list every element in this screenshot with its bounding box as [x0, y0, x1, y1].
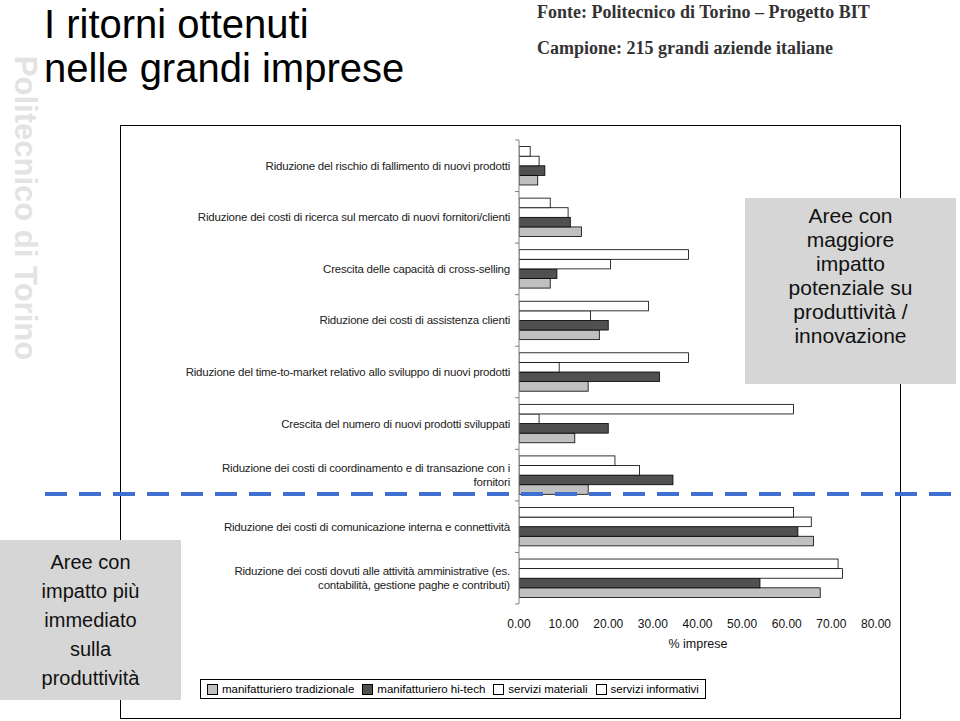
- bar: [519, 424, 608, 434]
- legend-swatch: [362, 684, 373, 695]
- category-tick: [515, 604, 519, 605]
- axis-line: [519, 140, 520, 604]
- category-label: Riduzione dei costi di ricerca sul merca…: [198, 210, 510, 224]
- x-tick-label: 30.00: [638, 617, 668, 631]
- source: Fonte: Politecnico di Torino – Progetto …: [537, 2, 870, 23]
- legend-item: servizi materiali: [493, 683, 587, 695]
- bar: [519, 414, 539, 424]
- legend-label: manifatturiero tradizionale: [222, 683, 354, 695]
- legend-swatch: [596, 684, 607, 695]
- bar: [519, 559, 838, 569]
- x-tick-label: 80.00: [861, 617, 891, 631]
- legend-swatch: [493, 684, 504, 695]
- legend-swatch: [207, 684, 218, 695]
- x-tick: [652, 604, 653, 607]
- bar: [519, 588, 820, 598]
- bar: [519, 517, 811, 527]
- bar: [519, 362, 559, 372]
- x-tick: [608, 604, 609, 607]
- x-tick-label: 50.00: [727, 617, 757, 631]
- bar: [519, 259, 610, 269]
- bar: [519, 278, 550, 288]
- bar: [519, 166, 545, 176]
- x-tick-label: 60.00: [772, 617, 802, 631]
- bar: [519, 404, 793, 414]
- x-tick-label: 40.00: [682, 617, 712, 631]
- category-tick: [515, 500, 519, 501]
- bar: [519, 156, 539, 166]
- x-tick-label: 10.00: [549, 617, 579, 631]
- legend-item: manifatturiero tradizionale: [207, 683, 354, 695]
- category-tick: [515, 346, 519, 347]
- category-label: Riduzione dei costi di coordinamento e d…: [222, 461, 510, 489]
- x-tick-label: 20.00: [593, 617, 623, 631]
- bar: [519, 372, 660, 382]
- x-tick: [697, 604, 698, 607]
- category-label: Riduzione dei costi di comunicazione int…: [224, 520, 510, 534]
- category-tick: [515, 191, 519, 192]
- bar: [519, 569, 843, 579]
- category-label: Crescita delle capacità di cross-selling: [323, 262, 510, 276]
- x-tick: [831, 604, 832, 607]
- legend-label: servizi informativi: [611, 683, 699, 695]
- legend-label: manifatturiero hi-tech: [377, 683, 485, 695]
- separator: [45, 492, 960, 496]
- bar: [519, 311, 590, 321]
- legend-label: servizi materiali: [508, 683, 587, 695]
- x-tick-label: 70.00: [816, 617, 846, 631]
- bar: [519, 382, 588, 392]
- bar: [519, 536, 814, 546]
- bar: [519, 147, 530, 157]
- title: I ritorni ottenuti nelle grandi imprese: [44, 2, 404, 90]
- bar: [519, 269, 557, 279]
- bar: [519, 578, 760, 588]
- legend-item: servizi informativi: [596, 683, 699, 695]
- x-tick-label: 0.00: [507, 617, 531, 631]
- bar: [519, 175, 538, 185]
- bar: [519, 250, 689, 260]
- category-label: Crescita del numero di nuovi prodotti sv…: [281, 417, 510, 431]
- callout-top: Aree con maggiore impatto potenziale su …: [745, 198, 956, 384]
- category-tick: [515, 397, 519, 398]
- category-label: Riduzione dei costi dovuti alle attività…: [234, 564, 510, 592]
- category-tick: [515, 449, 519, 450]
- callout-bottom: Aree con impatto più immediato sulla pro…: [0, 540, 181, 700]
- legend-item: manifatturiero hi-tech: [362, 683, 485, 695]
- bar: [519, 227, 581, 237]
- bar: [519, 456, 615, 466]
- bar: [519, 353, 689, 363]
- bar: [519, 217, 570, 227]
- category-tick: [515, 243, 519, 244]
- sample: Campione: 215 grandi aziende italiane: [537, 38, 833, 59]
- category-label: Riduzione del rischio di fallimento di n…: [266, 159, 510, 173]
- x-tick: [742, 604, 743, 607]
- x-axis-label: % imprese: [668, 637, 727, 651]
- bar: [519, 527, 798, 537]
- watermark: Politecnico di Torino: [7, 18, 43, 398]
- legend: manifatturiero tradizionale manifatturier…: [200, 679, 706, 699]
- x-tick: [519, 604, 520, 607]
- x-tick: [786, 604, 787, 607]
- bar: [519, 507, 793, 517]
- bar: [519, 466, 639, 476]
- bar: [519, 320, 608, 330]
- bar: [519, 330, 599, 340]
- bar: [519, 208, 568, 218]
- bar: [519, 301, 648, 311]
- bar: [519, 475, 673, 485]
- bar: [519, 198, 550, 208]
- bar: [519, 433, 575, 443]
- category-label: Riduzione dei costi di assistenza client…: [319, 313, 510, 327]
- category-tick: [515, 552, 519, 553]
- category-label: Riduzione del time-to-market relativo al…: [186, 365, 510, 379]
- category-tick: [515, 294, 519, 295]
- category-tick: [515, 140, 519, 141]
- x-tick: [563, 604, 564, 607]
- x-tick: [876, 604, 877, 607]
